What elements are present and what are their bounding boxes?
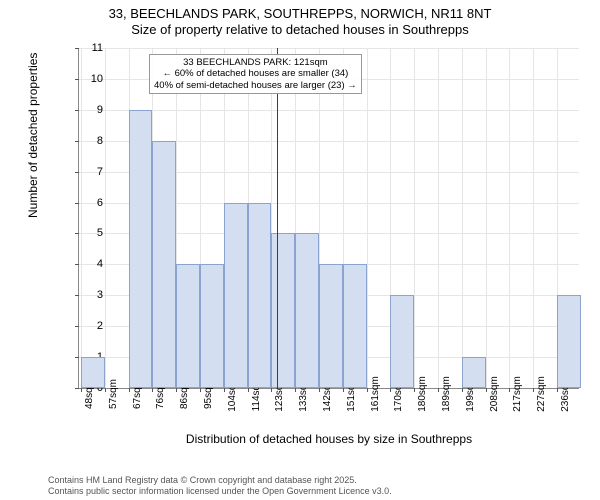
annotation-box: 33 BEECHLANDS PARK: 121sqm← 60% of detac… bbox=[149, 54, 362, 94]
xtick-mark bbox=[438, 388, 439, 392]
grid-v bbox=[81, 48, 82, 388]
ytick-label: 11 bbox=[73, 42, 103, 54]
chart-container: 33, BEECHLANDS PARK, SOUTHREPPS, NORWICH… bbox=[0, 0, 600, 500]
ytick-label: 9 bbox=[73, 104, 103, 116]
xtick-mark bbox=[224, 388, 225, 392]
histogram-bar bbox=[248, 203, 272, 388]
xtick-mark bbox=[533, 388, 534, 392]
grid-h bbox=[79, 48, 579, 49]
histogram-bar bbox=[129, 110, 153, 388]
grid-v bbox=[462, 48, 463, 388]
histogram-bar bbox=[176, 264, 200, 388]
histogram-bar bbox=[557, 295, 581, 388]
xtick-mark bbox=[557, 388, 558, 392]
histogram-bar bbox=[390, 295, 414, 388]
ytick-label: 6 bbox=[73, 197, 103, 209]
marker-line bbox=[277, 48, 278, 388]
ytick-label: 10 bbox=[73, 73, 103, 85]
xtick-mark bbox=[319, 388, 320, 392]
chart-title: 33, BEECHLANDS PARK, SOUTHREPPS, NORWICH… bbox=[0, 0, 600, 39]
annotation-line-2: ← 60% of detached houses are smaller (34… bbox=[162, 68, 348, 79]
footer-attribution: Contains HM Land Registry data © Crown c… bbox=[48, 475, 392, 496]
annotation-line-1: 33 BEECHLANDS PARK: 121sqm bbox=[183, 57, 328, 68]
grid-v bbox=[509, 48, 510, 388]
ytick-label: 7 bbox=[73, 166, 103, 178]
histogram-bar bbox=[152, 141, 176, 388]
xtick-mark bbox=[390, 388, 391, 392]
xtick-mark bbox=[462, 388, 463, 392]
xtick-mark bbox=[295, 388, 296, 392]
chart-wrap: Number of detached properties Distributi… bbox=[48, 48, 578, 418]
histogram-bar bbox=[81, 357, 105, 388]
grid-v bbox=[486, 48, 487, 388]
xtick-mark bbox=[271, 388, 272, 392]
histogram-bar bbox=[343, 264, 367, 388]
xtick-mark bbox=[486, 388, 487, 392]
xtick-mark bbox=[248, 388, 249, 392]
histogram-bar bbox=[271, 233, 295, 388]
grid-v bbox=[367, 48, 368, 388]
title-line-2: Size of property relative to detached ho… bbox=[131, 22, 469, 37]
plot-area: Distribution of detached houses by size … bbox=[78, 48, 579, 389]
y-axis-label: Number of detached properties bbox=[26, 53, 40, 218]
grid-v bbox=[438, 48, 439, 388]
xtick-mark bbox=[105, 388, 106, 392]
grid-v bbox=[533, 48, 534, 388]
xtick-mark bbox=[343, 388, 344, 392]
xtick-mark bbox=[152, 388, 153, 392]
xtick-mark bbox=[200, 388, 201, 392]
histogram-bar bbox=[200, 264, 224, 388]
ytick-label: 8 bbox=[73, 135, 103, 147]
ytick-label: 2 bbox=[73, 320, 103, 332]
xtick-mark bbox=[414, 388, 415, 392]
xtick-mark bbox=[509, 388, 510, 392]
xtick-mark bbox=[176, 388, 177, 392]
histogram-bar bbox=[319, 264, 343, 388]
footer-line-2: Contains public sector information licen… bbox=[48, 486, 392, 496]
ytick-label: 5 bbox=[73, 227, 103, 239]
grid-h bbox=[79, 110, 579, 111]
xtick-mark bbox=[367, 388, 368, 392]
xtick-mark bbox=[81, 388, 82, 392]
grid-v bbox=[414, 48, 415, 388]
x-axis-label: Distribution of detached houses by size … bbox=[79, 432, 579, 446]
ytick-label: 3 bbox=[73, 289, 103, 301]
ytick-label: 4 bbox=[73, 258, 103, 270]
grid-v bbox=[105, 48, 106, 388]
histogram-bar bbox=[462, 357, 486, 388]
annotation-line-3: 40% of semi-detached houses are larger (… bbox=[154, 80, 357, 91]
footer-line-1: Contains HM Land Registry data © Crown c… bbox=[48, 475, 357, 485]
xtick-mark bbox=[129, 388, 130, 392]
histogram-bar bbox=[224, 203, 248, 388]
title-line-1: 33, BEECHLANDS PARK, SOUTHREPPS, NORWICH… bbox=[109, 6, 492, 21]
histogram-bar bbox=[295, 233, 319, 388]
